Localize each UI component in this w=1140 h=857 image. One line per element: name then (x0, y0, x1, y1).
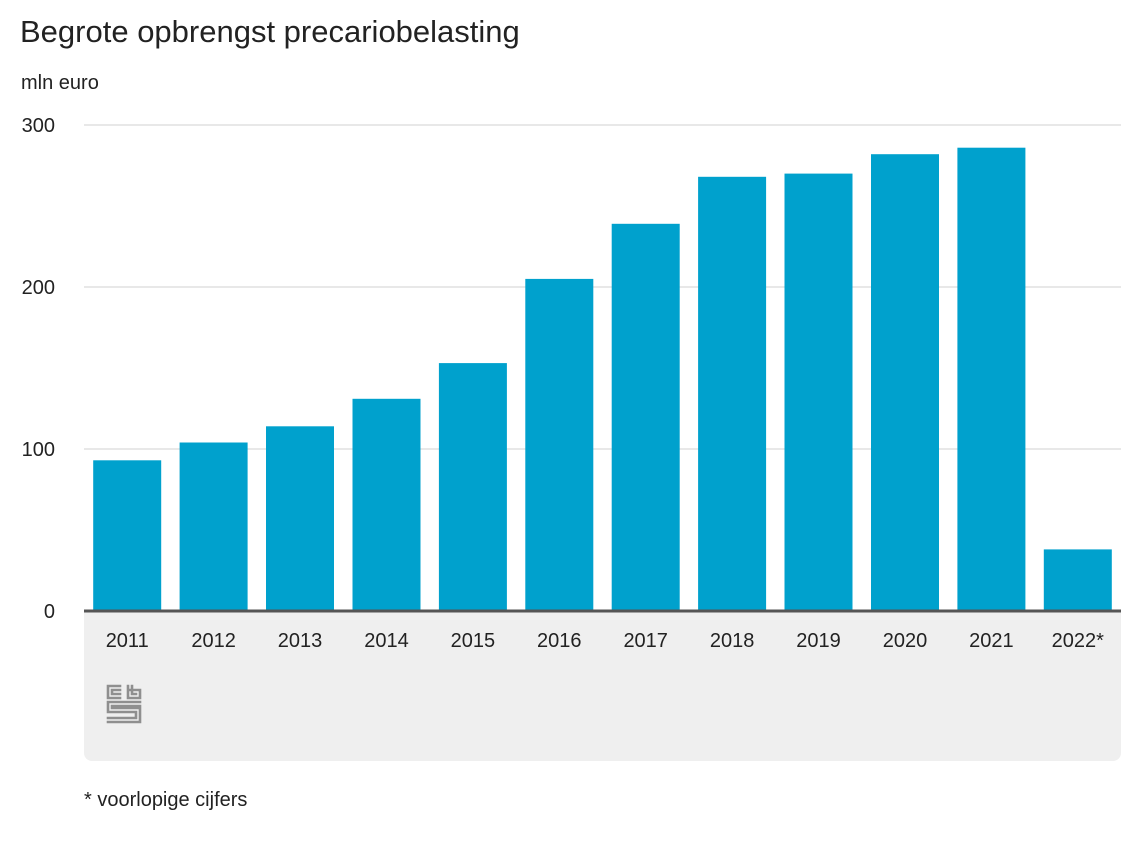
bars (93, 147, 1112, 612)
bar-2016 (525, 278, 594, 611)
bar-2013 (266, 426, 334, 611)
chart-title: Begrote opbrengst precariobelasting (20, 14, 520, 49)
bar-2011 (93, 460, 162, 611)
x-tick-label: 2019 (796, 630, 841, 652)
x-tick-label: 2021 (969, 630, 1014, 652)
bar-2018 (698, 176, 767, 612)
y-axis-ticks: 0 100 200 300 (22, 115, 55, 623)
x-axis-ticks: 2011 2012 2013 2014 2015 2016 2017 2018 2019 2020… (106, 630, 1104, 652)
bar-2012 (179, 442, 248, 611)
bar-2019 (784, 173, 853, 611)
cbs-logo-icon (106, 684, 142, 724)
x-tick-label: 2012 (191, 630, 236, 652)
footer-panel-top-fill (84, 612, 1121, 624)
bar-2020 (871, 154, 939, 611)
gridlines (84, 124, 1121, 450)
y-axis-unit-label: mln euro (21, 72, 99, 94)
bar-2017 (611, 223, 680, 612)
bar-2021 (957, 147, 1026, 611)
x-tick-label: 2016 (537, 630, 582, 652)
x-tick-label: 2011 (106, 630, 149, 652)
x-tick-label: 2013 (278, 630, 323, 652)
x-tick-label: 2018 (710, 630, 755, 652)
y-tick-label: 200 (22, 277, 55, 299)
bar-2014 (352, 398, 421, 611)
y-tick-label: 100 (22, 439, 55, 461)
x-tick-label: 2017 (623, 630, 668, 652)
y-tick-label: 300 (22, 115, 55, 137)
x-tick-label: 2020 (883, 630, 928, 652)
x-tick-label: 2014 (364, 630, 409, 652)
y-tick-label: 0 (44, 601, 55, 623)
x-tick-label: 2022* (1052, 630, 1104, 652)
footnote: * voorlopige cijfers (84, 789, 248, 811)
bar-2022* (1043, 549, 1112, 611)
footer-panel (84, 612, 1121, 761)
bar-2015 (438, 363, 507, 611)
x-tick-label: 2015 (451, 630, 496, 652)
